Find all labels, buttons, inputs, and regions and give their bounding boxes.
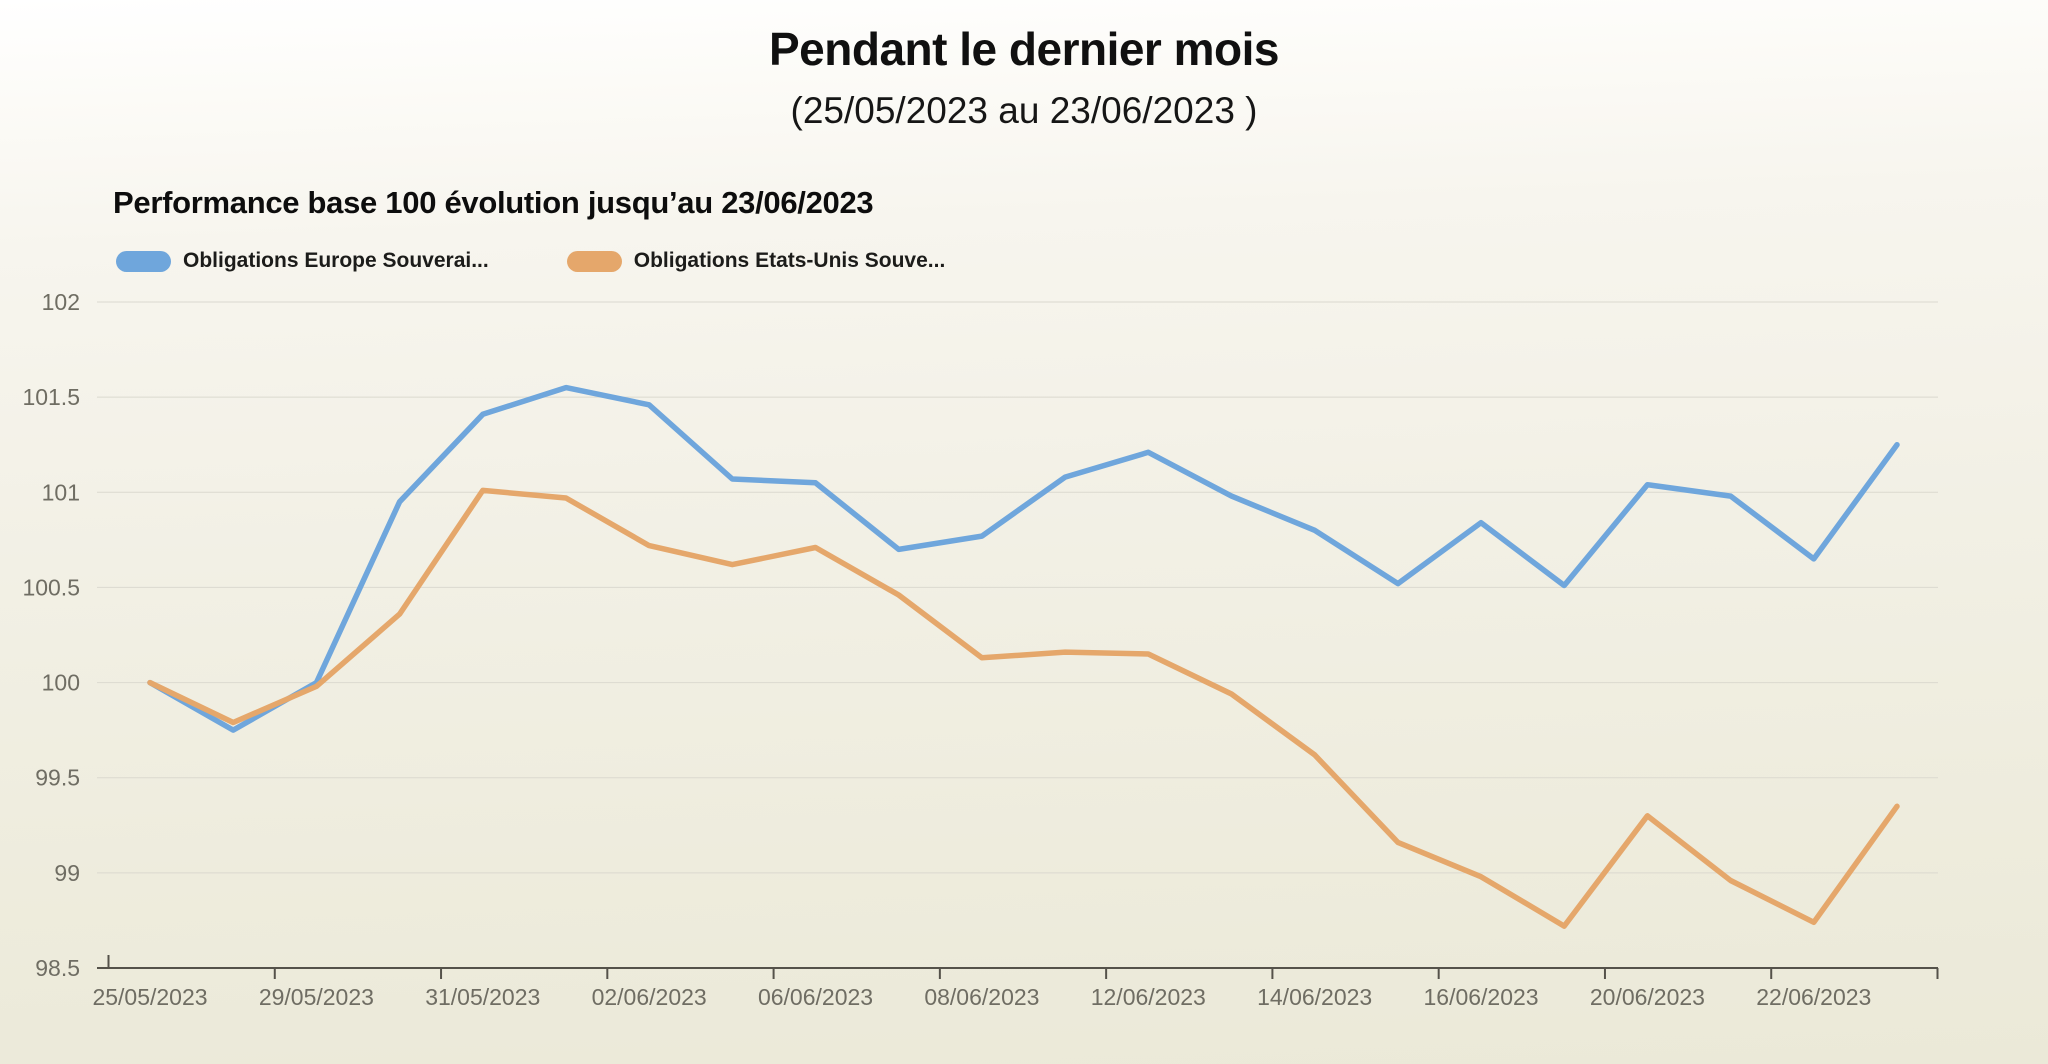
page-subtitle: (25/05/2023 au 23/06/2023 ) <box>790 90 1258 131</box>
x-tick-label: 25/05/2023 <box>92 984 207 1010</box>
legend-item-europe[interactable]: Obligations Europe Souverai... <box>116 249 489 273</box>
x-tick-label: 06/06/2023 <box>758 984 873 1010</box>
y-tick-label: 99.5 <box>35 765 80 791</box>
x-tick-label: 14/06/2023 <box>1257 984 1372 1010</box>
x-tick-label: 12/06/2023 <box>1091 984 1206 1010</box>
chart-heading: Performance base 100 évolution jusqu’au … <box>113 185 874 220</box>
y-tick-label: 99 <box>54 860 80 886</box>
legend-swatch-europe-icon <box>116 250 171 272</box>
legend-label-etats-unis: Obligations Etats-Unis Souve... <box>633 249 946 272</box>
y-tick-label: 100 <box>42 670 80 696</box>
x-tick-label: 22/06/2023 <box>1756 984 1871 1010</box>
x-tick-label: 29/05/2023 <box>259 984 374 1010</box>
chart-legend: Obligations Europe Souverai... Obligatio… <box>116 249 945 273</box>
x-tick-label: 16/06/2023 <box>1423 984 1538 1010</box>
page-title: Pendant le dernier mois <box>769 23 1279 75</box>
x-tick-label: 08/06/2023 <box>924 984 1039 1010</box>
report-header: Pendant le dernier mois (25/05/2023 au 2… <box>0 22 2048 132</box>
y-tick-label: 101 <box>42 479 80 505</box>
x-tick-label: 31/05/2023 <box>425 984 540 1010</box>
x-tick-label: 02/06/2023 <box>592 984 707 1010</box>
legend-label-europe: Obligations Europe Souverai... <box>183 249 489 272</box>
x-tick-label: 20/06/2023 <box>1590 984 1705 1010</box>
y-tick-label: 101.5 <box>22 384 80 410</box>
series-line-europe <box>147 384 1900 733</box>
y-tick-label: 102 <box>42 289 80 315</box>
series-line-etats-unis <box>147 487 1900 929</box>
legend-swatch-etats-unis-icon <box>566 250 622 272</box>
y-tick-label: 100.5 <box>22 574 80 600</box>
y-tick-label: 98.5 <box>35 955 80 981</box>
legend-item-etats-unis[interactable]: Obligations Etats-Unis Souve... <box>566 249 946 273</box>
